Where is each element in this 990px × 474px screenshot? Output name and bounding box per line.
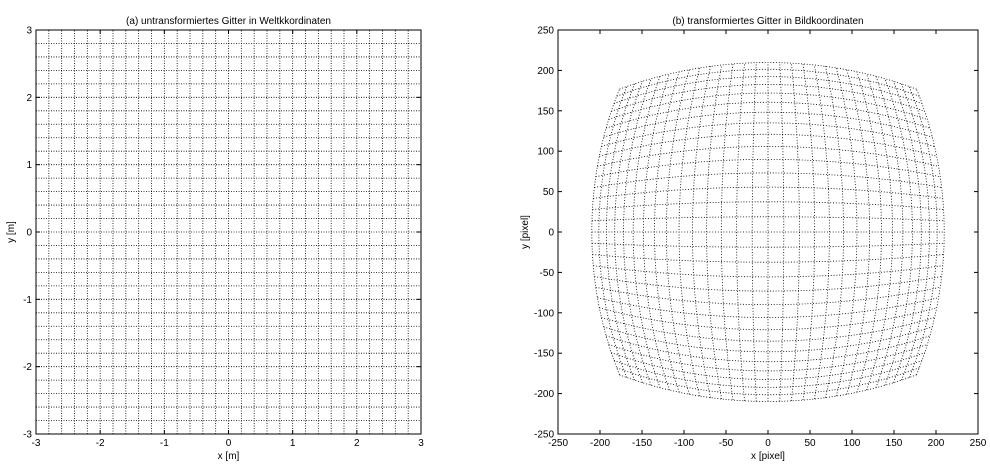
y-tick-label: 1 <box>26 160 32 171</box>
x-tick-label: 250 <box>970 438 987 449</box>
x-tick-label: 200 <box>928 438 945 449</box>
chart-title: (a) untransformiertes Gitter in Weltkkor… <box>126 16 331 27</box>
x-tick-label: -1 <box>160 438 169 449</box>
y-tick-label: -100 <box>534 308 554 319</box>
x-tick-label: -100 <box>674 438 694 449</box>
distorted-grid-line-vertical <box>836 68 857 396</box>
x-tick-label: -200 <box>590 438 610 449</box>
y-tick-label: -250 <box>534 430 554 441</box>
x-tick-label: 50 <box>804 438 816 449</box>
y-tick-label: -2 <box>23 362 32 373</box>
y-tick-label: 200 <box>537 66 554 77</box>
chart-title: (b) transformiertes Gitter in Bildkoordi… <box>672 16 863 27</box>
x-tick-label: -2 <box>96 438 105 449</box>
x-tick-label: 3 <box>418 438 424 449</box>
y-axis-label: y [m] <box>6 221 17 243</box>
x-tick-label: 0 <box>226 438 232 449</box>
distorted-grid-line-vertical <box>721 64 733 400</box>
x-tick-label: 100 <box>844 438 861 449</box>
y-tick-label: -1 <box>23 295 32 306</box>
y-tick-label: 150 <box>537 106 554 117</box>
plot-b-transformed-grid: -250 -200 -150 -100 -50 0 50 100 150 200 250-250-2… <box>520 16 987 462</box>
y-tick-label: 100 <box>537 147 554 158</box>
y-tick-label: -200 <box>534 389 554 400</box>
x-tick-label: 2 <box>354 438 360 449</box>
distorted-grid-line-vertical <box>916 89 944 375</box>
y-tick-label: -3 <box>23 430 32 441</box>
x-axis-label: x [pixel] <box>751 451 785 462</box>
distorted-grid-line-horizontal <box>596 287 940 304</box>
x-axis-label: x [m] <box>218 451 240 462</box>
x-tick-label: 150 <box>886 438 903 449</box>
y-tick-label: 0 <box>548 228 554 239</box>
plot-a-untransformed-grid: -3 -2 -1 0 1 2 3 -3 -2 -1 0 1 2 3 (a) untransformierte… <box>6 16 424 462</box>
x-tick-label: 0 <box>765 438 771 449</box>
distorted-grid-line-vertical <box>825 66 843 397</box>
y-tick-label: 3 <box>26 26 32 37</box>
distorted-grid-line-vertical <box>592 89 620 375</box>
y-tick-label: -50 <box>540 268 555 279</box>
x-tick-label: -3 <box>32 438 41 449</box>
y-tick-label: -150 <box>534 349 554 360</box>
distorted-grid-line-vertical <box>791 63 799 401</box>
y-axis-label: y [pixel] <box>520 215 531 249</box>
distorted-grid-line-vertical <box>655 72 680 393</box>
x-tick-label: 1 <box>290 438 296 449</box>
y-tick-label: 50 <box>543 187 555 198</box>
y-tick-label: 250 <box>537 26 554 37</box>
x-tick-label: -50 <box>719 438 734 449</box>
distorted-grid-line-horizontal <box>601 317 934 341</box>
y-tick-label: 2 <box>26 93 32 104</box>
x-tick-label: -150 <box>632 438 652 449</box>
distorted-grid-line-horizontal <box>592 202 943 210</box>
y-tick-label: 0 <box>26 228 32 239</box>
